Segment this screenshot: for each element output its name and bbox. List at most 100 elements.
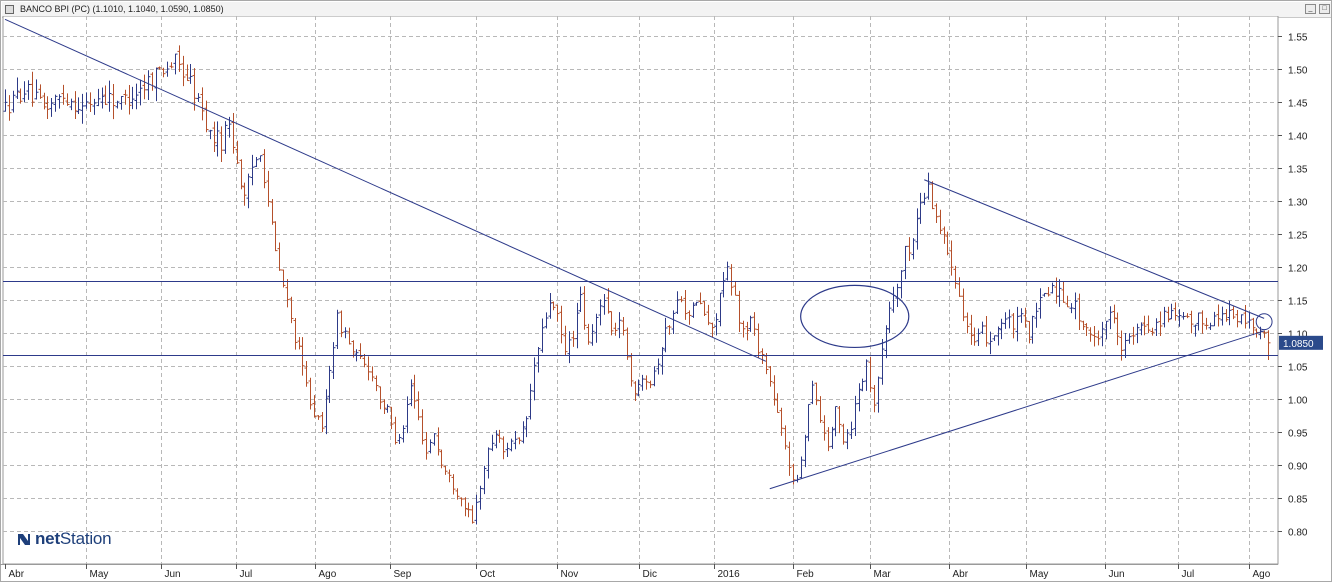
ohlc-bar <box>1108 306 1113 330</box>
y-tick-label: 1.25 <box>1288 231 1308 242</box>
ohlc-bar <box>304 360 309 387</box>
ohlc-bar <box>984 316 989 347</box>
ohlc-bar <box>1038 288 1043 319</box>
ohlc-bar <box>185 64 190 82</box>
ohlc-bar <box>316 415 321 420</box>
ohlc-bar <box>246 173 251 209</box>
x-tick-label: Ago <box>319 569 337 580</box>
ohlc-bar <box>706 304 711 326</box>
ohlc-bar <box>65 93 70 106</box>
ohlc-bar <box>235 140 240 164</box>
x-tick-label: Jul <box>240 569 253 580</box>
ohlc-bar <box>466 502 471 518</box>
trendline <box>4 18 767 362</box>
ohlc-bar <box>358 343 363 360</box>
ohlc-bar <box>679 296 684 303</box>
ohlc-bar <box>656 358 661 375</box>
ohlc-bar <box>409 379 414 407</box>
y-tick-label: 0.80 <box>1288 528 1308 539</box>
ohlc-bar <box>293 318 298 350</box>
ohlc-bar <box>119 95 124 110</box>
ohlc-bar <box>536 346 541 373</box>
ohlc-bar <box>999 318 1004 340</box>
ohlc-bar <box>1061 281 1066 303</box>
ohlc-bar <box>1216 304 1221 327</box>
minimize-button[interactable]: _ <box>1305 4 1316 14</box>
ohlc-bar <box>26 80 31 100</box>
y-tick-label: 1.45 <box>1288 99 1308 110</box>
x-tick-label: Dic <box>643 569 657 580</box>
maximize-button[interactable]: □ <box>1319 4 1330 14</box>
y-tick-label: 1.35 <box>1288 165 1308 176</box>
trendline <box>924 179 1265 319</box>
ohlc-bar <box>1019 308 1024 323</box>
y-tick-label: 0.85 <box>1288 495 1308 506</box>
ohlc-bar <box>455 488 460 500</box>
ohlc-bar <box>382 399 387 414</box>
ohlc-bar <box>1069 303 1074 314</box>
ohlc-bar <box>1169 303 1174 320</box>
ohlc-bar <box>339 310 344 338</box>
x-tick-label: 2016 <box>718 569 741 580</box>
ohlc-bar <box>1166 306 1171 323</box>
ohlc-bar <box>49 97 54 117</box>
ohlc-bar <box>436 427 441 456</box>
ohlc-bar <box>976 328 981 346</box>
ohlc-bar <box>996 326 1001 346</box>
ohlc-bar <box>432 433 437 446</box>
ohlc-bar <box>42 92 47 110</box>
ohlc-bar <box>629 353 634 387</box>
ohlc-bar <box>111 84 116 120</box>
ohlc-bar <box>988 331 993 355</box>
ohlc-bar <box>702 301 707 317</box>
ohlc-bar <box>15 77 20 99</box>
ohlc-bar <box>1200 310 1205 334</box>
ohlc-bar <box>250 154 255 186</box>
ohlc-bar <box>277 242 282 271</box>
ohlc-bar <box>853 395 858 436</box>
ohlc-bar <box>212 121 217 152</box>
ohlc-bar <box>814 382 819 406</box>
ohlc-bar <box>969 314 974 345</box>
ohlc-bar <box>416 391 421 421</box>
ohlc-bar <box>779 407 784 436</box>
ohlc-bar <box>806 403 811 442</box>
x-tick-label: Abr <box>9 569 25 580</box>
ohlc-bar <box>1208 322 1213 331</box>
ohlc-bar <box>443 465 448 475</box>
ohlc-bar <box>1196 312 1201 331</box>
ohlc-bar <box>768 365 773 387</box>
ohlc-bar <box>1027 320 1032 344</box>
ohlc-bar <box>130 86 135 110</box>
ohlc-bar <box>625 327 630 360</box>
ohlc-bar <box>1100 321 1105 347</box>
ohlc-bar <box>683 290 688 320</box>
ohlc-bar <box>617 312 622 339</box>
ohlc-bar <box>667 325 672 335</box>
ohlc-bar <box>347 327 352 345</box>
ohlc-bar <box>915 208 920 250</box>
ohlc-bar <box>18 88 23 104</box>
ohlc-bar <box>1104 320 1109 340</box>
price-chart[interactable]: 0.80 0.85 0.90 0.95 1.00 1.05 1.10 1.15 1.20 1.25… <box>0 16 1332 582</box>
ohlc-bar <box>34 79 39 100</box>
ohlc-bar <box>1154 318 1159 336</box>
ohlc-bar <box>857 383 862 412</box>
ohlc-bar <box>775 393 780 413</box>
ohlc-bar <box>1123 332 1128 359</box>
ohlc-bar <box>926 172 931 200</box>
ohlc-bar <box>845 429 850 450</box>
x-tick-label: Jul <box>1182 569 1195 580</box>
ohlc-bar <box>575 302 580 349</box>
ohlc-bar <box>266 170 271 207</box>
ohlc-bar <box>613 322 618 336</box>
ohlc-bar <box>945 231 950 256</box>
ohlc-bar <box>663 317 668 353</box>
window-icon <box>5 5 14 14</box>
ohlc-bar <box>177 45 182 72</box>
ohlc-bar <box>242 182 247 206</box>
ohlc-bar <box>992 335 997 341</box>
ohlc-bar <box>146 70 151 100</box>
ohlc-bar <box>590 324 595 346</box>
ohlc-bar <box>397 433 402 445</box>
